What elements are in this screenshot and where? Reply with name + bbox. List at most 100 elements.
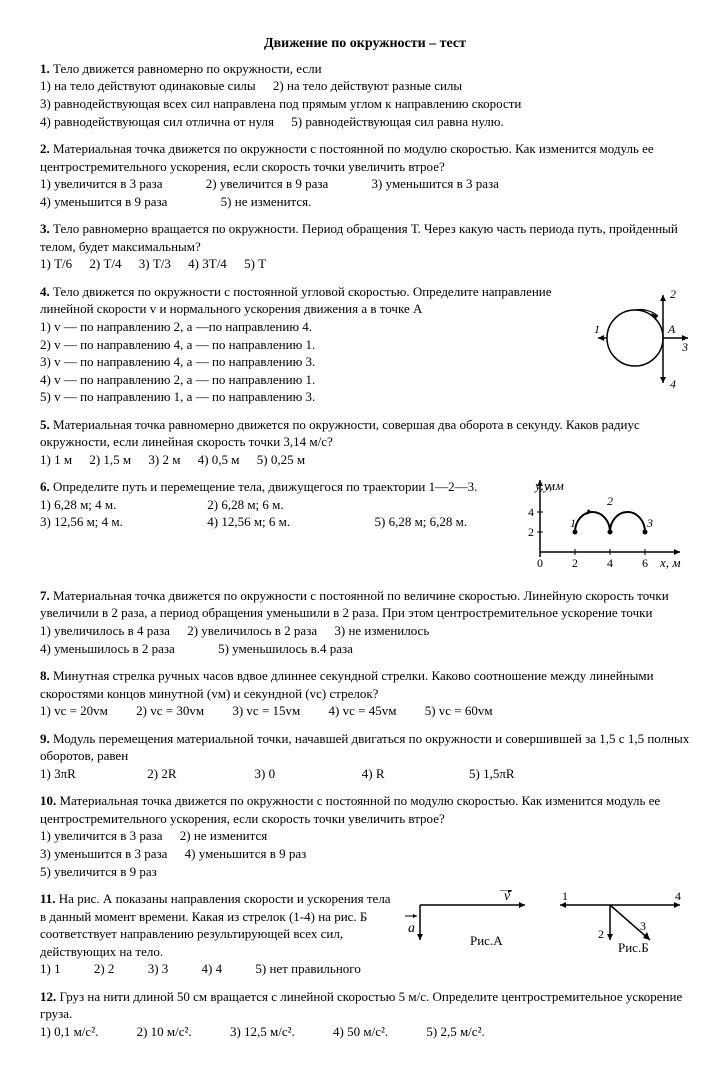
- q11-stem: На рис. А показаны направления скорости …: [40, 891, 391, 959]
- q11-opt5: 5) нет правильного: [255, 960, 360, 978]
- svg-text:0: 0: [537, 556, 543, 570]
- svg-text:3: 3: [640, 919, 646, 933]
- svg-text:y, м: y, м: [542, 478, 564, 493]
- q7-opt3: 3) не изменилось: [334, 622, 429, 640]
- q11-figures: a v Рис.А 1 4 2 3 Рис.Б: [400, 890, 690, 975]
- q9-opt2: 2) 2R: [147, 765, 237, 783]
- svg-text:Рис.Б: Рис.Б: [618, 940, 649, 955]
- question-4: A 1 2 3 4 4. Тело движется по окружности…: [40, 283, 690, 406]
- q2-opt5: 5) не изменится.: [221, 193, 312, 211]
- q12-opt3: 3) 12,5 м/с².: [230, 1023, 295, 1041]
- svg-text:2: 2: [607, 494, 613, 508]
- q3-opt1: 1) Т/6: [40, 255, 72, 273]
- question-6: 2 4 0 2 4 6 y, м y, м x, м 1 2 3 6. Опре…: [40, 478, 690, 577]
- q10-num: 10.: [40, 793, 56, 808]
- q10-opt2: 2) не изменится: [180, 827, 267, 845]
- q1-stem: Тело движется равномерно по окружности, …: [53, 61, 322, 76]
- q10-opt3: 3) уменьшится в 3 раза: [40, 845, 167, 863]
- q1-opt1: 1) на тело действуют одинаковые силы: [40, 77, 256, 95]
- q7-num: 7.: [40, 588, 50, 603]
- q2-num: 2.: [40, 141, 50, 156]
- svg-text:v: v: [504, 890, 511, 904]
- q12-opt1: 1) 0,1 м/с².: [40, 1023, 98, 1041]
- q3-opt4: 4) 3Т/4: [188, 255, 227, 273]
- q12-num: 12.: [40, 989, 56, 1004]
- q7-opt2: 2) увеличилось в 2 раза: [187, 622, 317, 640]
- question-3: 3. Тело равномерно вращается по окружнос…: [40, 220, 690, 273]
- question-10: 10. Материальная точка движется по окруж…: [40, 792, 690, 880]
- svg-text:Рис.А: Рис.А: [470, 933, 503, 948]
- q6-opt1: 1) 6,28 м; 4 м.: [40, 496, 190, 514]
- q9-opt5: 5) 1,5πR: [469, 765, 515, 783]
- q1-opt4: 4) равнодействующая сил отлична от нуля: [40, 113, 274, 131]
- svg-text:4: 4: [670, 377, 676, 391]
- q3-opt5: 5) Т: [244, 255, 266, 273]
- q5-opt2: 2) 1,5 м: [89, 451, 131, 469]
- question-2: 2. Материальная точка движется по окружн…: [40, 140, 690, 210]
- question-1: 1. Тело движется равномерно по окружност…: [40, 60, 690, 130]
- question-11: a v Рис.А 1 4 2 3 Рис.Б 11. На рис. А по…: [40, 890, 690, 978]
- svg-text:A: A: [667, 322, 676, 336]
- page-title: Движение по окружности – тест: [40, 35, 690, 54]
- q8-opt1: 1) vс = 20vм: [40, 702, 108, 720]
- svg-text:6: 6: [642, 556, 648, 570]
- q6-opt2: 2) 6,28 м; 6 м.: [207, 496, 283, 514]
- q1-opt3: 3) равнодействующая всех сил направлена …: [40, 95, 690, 113]
- q2-opt3: 3) уменьшится в 3 раза: [372, 175, 499, 193]
- svg-text:2: 2: [528, 525, 534, 539]
- q12-opt4: 4) 50 м/с².: [333, 1023, 388, 1041]
- q11-opt4: 4) 4: [202, 960, 223, 978]
- q10-opt4: 4) уменьшится в 9 раз: [185, 845, 307, 863]
- q6-opt4: 4) 12,56 м; 6 м.: [207, 513, 357, 531]
- q3-num: 3.: [40, 221, 50, 236]
- q10-opt5: 5) увеличится в 9 раз: [40, 863, 157, 881]
- q11-opt2: 2) 2: [94, 960, 115, 978]
- q8-opt3: 3) vс = 15vм: [232, 702, 300, 720]
- q11-opt3: 3) 3: [148, 960, 169, 978]
- svg-text:3: 3: [681, 340, 688, 354]
- svg-text:2: 2: [670, 287, 676, 301]
- q7-opt4: 4) уменьшилось в 2 раза: [40, 640, 175, 658]
- question-7: 7. Материальная точка движется по окружн…: [40, 587, 690, 657]
- q9-opt4: 4) R: [362, 765, 452, 783]
- q10-opt1: 1) увеличится в 3 раза: [40, 827, 163, 845]
- q8-opt5: 5) vс = 60vм: [425, 702, 493, 720]
- q5-opt3: 3) 2 м: [148, 451, 180, 469]
- q8-opt4: 4) vс = 45vм: [329, 702, 397, 720]
- svg-text:4: 4: [528, 505, 534, 519]
- q5-opt1: 1) 1 м: [40, 451, 72, 469]
- q12-opt5: 5) 2,5 м/с².: [426, 1023, 484, 1041]
- q3-opt3: 3) Т/3: [139, 255, 171, 273]
- q4-stem: Тело движется по окружности с постоянной…: [40, 284, 552, 317]
- q5-opt4: 4) 0,5 м: [198, 451, 240, 469]
- q6-figure: 2 4 0 2 4 6 y, м y, м x, м 1 2 3: [520, 472, 690, 577]
- q12-stem: Груз на нити длиной 50 см вращается с ли…: [40, 989, 682, 1022]
- q9-opt1: 1) 3πR: [40, 765, 130, 783]
- q8-opt2: 2) vс = 30vм: [136, 702, 204, 720]
- q2-stem: Материальная точка движется по окружност…: [40, 141, 654, 174]
- q6-num: 6.: [40, 479, 50, 494]
- q2-opt4: 4) уменьшится в 9 раза: [40, 193, 167, 211]
- q9-stem: Модуль перемещения материальной точки, н…: [40, 731, 689, 764]
- question-8: 8. Минутная стрелка ручных часов вдвое д…: [40, 667, 690, 720]
- q1-opt2: 2) на тело действуют разные силы: [273, 77, 462, 95]
- q4-figure: A 1 2 3 4: [590, 283, 690, 398]
- q11-opt1: 1) 1: [40, 960, 61, 978]
- q9-num: 9.: [40, 731, 50, 746]
- svg-text:2: 2: [572, 556, 578, 570]
- q8-stem: Минутная стрелка ручных часов вдвое длин…: [40, 668, 654, 701]
- q2-opt1: 1) увеличится в 3 раза: [40, 175, 163, 193]
- svg-text:1: 1: [562, 890, 568, 903]
- svg-text:x, м: x, м: [659, 555, 681, 570]
- svg-text:4: 4: [675, 890, 681, 903]
- question-12: 12. Груз на нити длиной 50 см вращается …: [40, 988, 690, 1041]
- svg-text:1: 1: [594, 322, 600, 336]
- q5-stem: Материальная точка равномерно движется п…: [40, 417, 640, 450]
- q11-num: 11.: [40, 891, 56, 906]
- q5-num: 5.: [40, 417, 50, 432]
- q8-num: 8.: [40, 668, 50, 683]
- svg-text:2: 2: [598, 927, 604, 941]
- q9-opt3: 3) 0: [255, 765, 345, 783]
- q4-num: 4.: [40, 284, 50, 299]
- q6-stem: Определите путь и перемещение тела, движ…: [53, 479, 477, 494]
